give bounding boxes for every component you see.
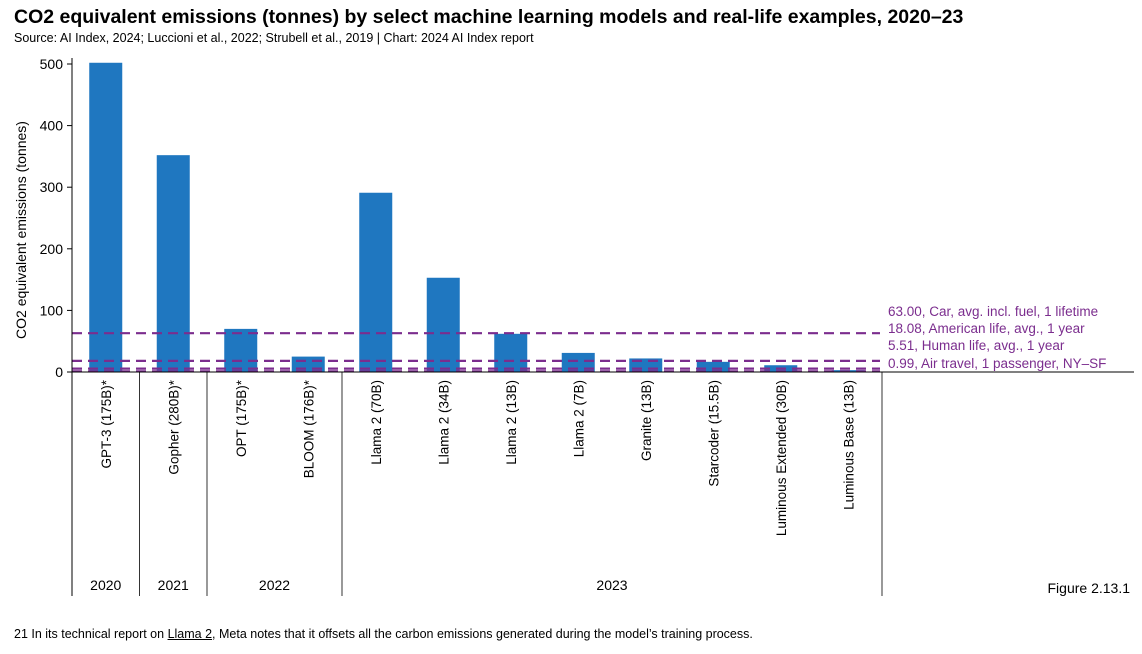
group-label: 2020 — [90, 577, 121, 593]
group-label: 2023 — [596, 577, 627, 593]
bar — [426, 277, 460, 372]
footnote-suffix: , Meta notes that it offsets all the car… — [212, 627, 753, 641]
category-label: Llama 2 (70B) — [369, 380, 384, 465]
category-label: Luminous Base (13B) — [841, 380, 856, 510]
bar — [359, 192, 393, 372]
category-label: Luminous Extended (30B) — [774, 380, 789, 536]
bar — [561, 352, 595, 372]
group-label: 2021 — [158, 577, 189, 593]
category-label: OPT (175B)* — [234, 379, 249, 457]
y-axis-label: CO2 equivalent emissions (tonnes) — [13, 121, 29, 339]
category-label: GPT-3 (175B)* — [99, 379, 114, 468]
category-label: BLOOM (176B)* — [301, 379, 316, 478]
reference-line-label: 5.51, Human life, avg., 1 year — [888, 338, 1065, 353]
y-tick-label: 200 — [40, 241, 64, 257]
chart-title: CO2 equivalent emissions (tonnes) by sel… — [14, 6, 964, 28]
reference-line-label: 0.99, Air travel, 1 passenger, NY–SF — [888, 356, 1106, 371]
y-tick-label: 400 — [40, 118, 64, 134]
y-tick-label: 100 — [40, 302, 64, 318]
bar — [696, 361, 730, 372]
y-tick-label: 300 — [40, 179, 64, 195]
category-label: Granite (13B) — [639, 380, 654, 461]
y-tick-label: 500 — [40, 56, 64, 72]
group-label: 2022 — [259, 577, 290, 593]
reference-line-label: 18.08, American life, avg., 1 year — [888, 321, 1085, 336]
bar — [494, 333, 528, 372]
category-label: Starcoder (15.5B) — [706, 380, 721, 487]
bar — [156, 155, 190, 372]
chart-subtitle: Source: AI Index, 2024; Luccioni et al.,… — [14, 31, 534, 45]
footnote-prefix: 21 In its technical report on — [14, 627, 168, 641]
footnote: 21 In its technical report on Llama 2, M… — [14, 627, 753, 641]
footnote-link-llama-2[interactable]: Llama 2 — [167, 627, 213, 641]
category-label: Llama 2 (7B) — [571, 380, 586, 457]
category-label: Gopher (280B)* — [166, 379, 181, 474]
bar — [89, 62, 123, 372]
category-label: Llama 2 (34B) — [436, 380, 451, 465]
bar — [224, 328, 258, 372]
category-label: Llama 2 (13B) — [504, 380, 519, 465]
reference-line-label: 63.00, Car, avg. incl. fuel, 1 lifetime — [888, 304, 1098, 319]
figure-label: Figure 2.13.1 — [1047, 580, 1131, 596]
y-tick-label: 0 — [55, 364, 63, 380]
